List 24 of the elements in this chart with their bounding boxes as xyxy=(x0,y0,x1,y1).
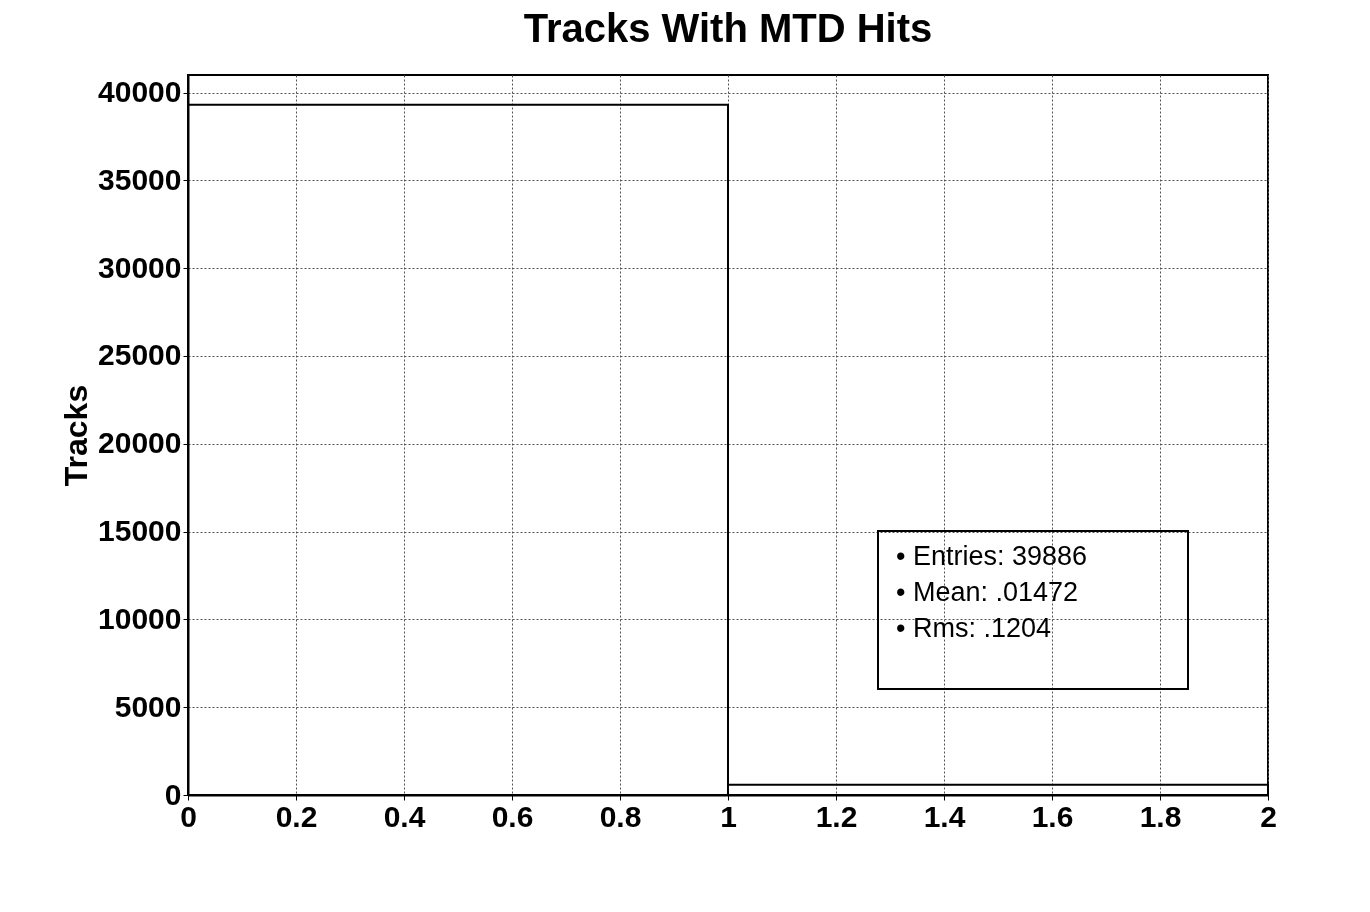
x-tick-label: 1.8 xyxy=(1139,799,1182,833)
annotation: • Mean: .01472 xyxy=(896,577,1079,607)
annotation: • Entries: 39886 xyxy=(896,541,1088,571)
chart-title: Tracks With MTD Hits xyxy=(523,6,933,50)
x-tick-label: 0.2 xyxy=(275,799,318,833)
y-tick-label: 20000 xyxy=(98,426,182,460)
x-tick-label: 0.4 xyxy=(383,799,426,833)
x-tick-label: 1 xyxy=(720,799,737,833)
y-tick-label: 35000 xyxy=(98,162,182,196)
y-tick-label: 5000 xyxy=(114,689,182,723)
y-tick-label: 30000 xyxy=(98,250,182,284)
x-tick-label: 1.6 xyxy=(1031,799,1074,833)
y-tick-label: 0 xyxy=(164,777,182,811)
x-tick-label: 2 xyxy=(1260,799,1277,833)
y-tick-label: 25000 xyxy=(98,338,182,372)
y-tick-label: 15000 xyxy=(98,514,182,548)
y-tick-label: 10000 xyxy=(98,601,182,635)
y-axis-title: Tracks xyxy=(58,384,95,487)
x-tick-label: 1.2 xyxy=(815,799,858,833)
y-tick-label: 40000 xyxy=(98,75,182,109)
x-tick-label: 0.8 xyxy=(599,799,642,833)
x-tick-label: 1.4 xyxy=(923,799,966,833)
annotation: • Rms: .1204 xyxy=(896,613,1052,643)
x-tick-label: 0.6 xyxy=(491,799,534,833)
